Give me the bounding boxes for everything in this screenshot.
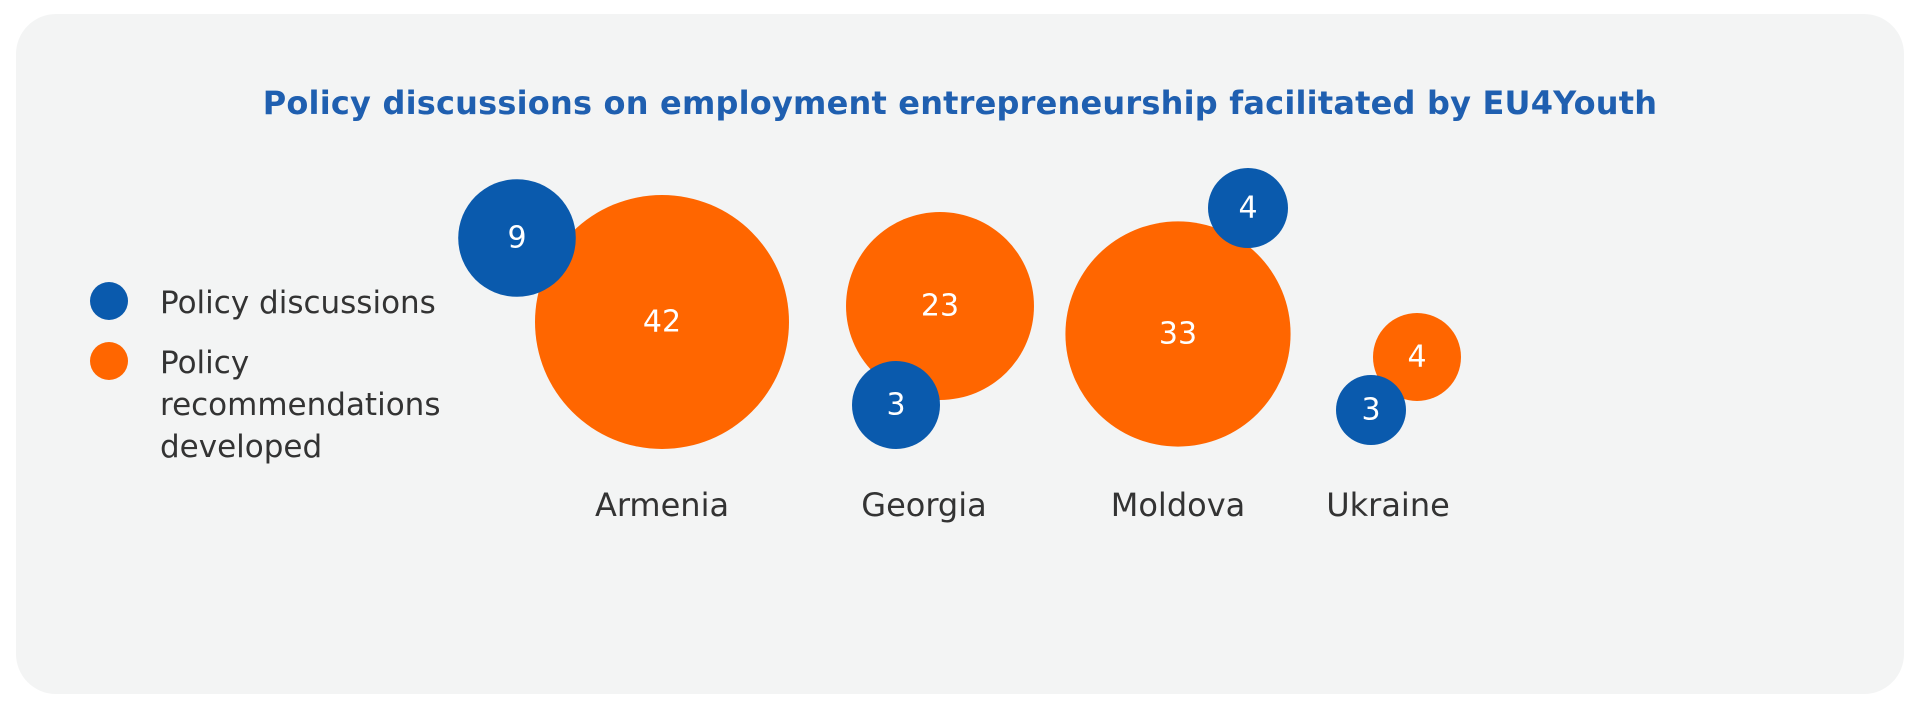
legend-item-discussions: Policy discussions	[90, 282, 490, 324]
bubble-value-policy-recommendations-developed-georgia: 23	[921, 289, 959, 324]
bubble-policy-discussions-moldova	[1208, 168, 1288, 248]
legend-swatch-recommendations	[90, 342, 128, 380]
bubble-policy-recommendations-developed-ukraine	[1373, 313, 1461, 401]
chart-legend: Policy discussions Policy recommendation…	[90, 282, 490, 486]
bubble-value-policy-discussions-georgia: 3	[886, 388, 905, 423]
bubble-value-policy-discussions-ukraine: 3	[1361, 393, 1380, 428]
bubble-value-policy-discussions-armenia: 9	[507, 221, 526, 256]
chart-title: Policy discussions on employment entrepr…	[262, 84, 1658, 122]
category-label-ukraine: Ukraine	[1326, 486, 1450, 524]
bubble-policy-discussions-georgia	[852, 361, 940, 449]
bubble-value-policy-recommendations-developed-moldova: 33	[1159, 317, 1197, 352]
bubble-policy-recommendations-developed-armenia	[535, 195, 789, 449]
chart-card: Policy discussions on employment entrepr…	[16, 14, 1904, 694]
bubble-policy-recommendations-developed-georgia	[846, 212, 1034, 400]
bubble-policy-recommendations-developed-moldova	[1065, 221, 1291, 447]
bubble-policy-discussions-ukraine	[1336, 375, 1406, 445]
legend-item-recommendations: Policy recommendations developed	[90, 342, 490, 468]
bubble-value-policy-discussions-moldova: 4	[1238, 191, 1257, 226]
legend-swatch-discussions	[90, 282, 128, 320]
legend-label-discussions: Policy discussions	[160, 285, 436, 321]
bubble-value-policy-recommendations-developed-ukraine: 4	[1407, 340, 1426, 375]
category-label-moldova: Moldova	[1111, 486, 1246, 524]
category-label-georgia: Georgia	[861, 486, 986, 524]
bubble-value-policy-recommendations-developed-armenia: 42	[643, 305, 681, 340]
category-label-armenia: Armenia	[595, 486, 729, 524]
bubble-policy-discussions-armenia	[458, 179, 576, 297]
legend-label-recommendations: Policy recommendations developed	[160, 345, 441, 465]
